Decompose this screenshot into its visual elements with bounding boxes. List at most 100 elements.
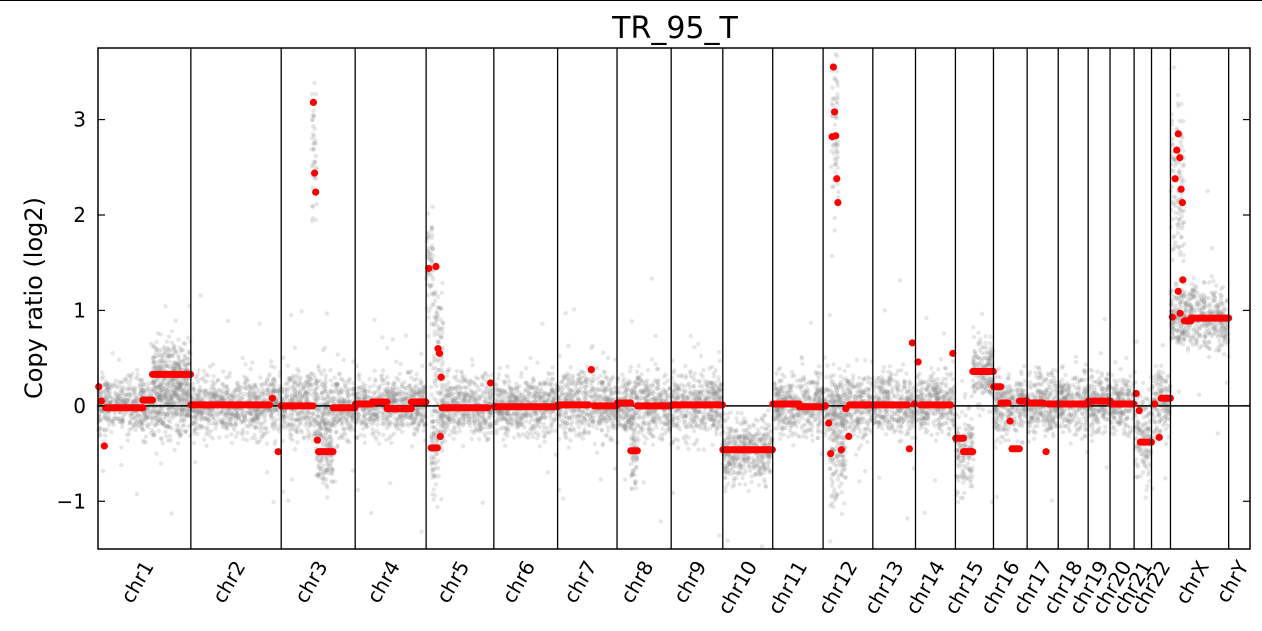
- bin-point: [128, 392, 133, 397]
- bin-point: [167, 359, 172, 364]
- bin-point: [127, 412, 132, 418]
- bin-point: [168, 383, 173, 388]
- bin-point: [430, 204, 435, 209]
- bin-point: [173, 360, 178, 365]
- bin-point: [292, 447, 298, 452]
- bin-point: [231, 394, 236, 400]
- bin-point: [176, 412, 181, 417]
- bin-point: [502, 381, 507, 386]
- bin-point: [271, 387, 276, 392]
- bin-point: [160, 408, 165, 414]
- bin-point: [472, 411, 477, 416]
- bin-point: [450, 387, 455, 392]
- bin-point: [430, 226, 435, 231]
- bin-point: [506, 412, 511, 417]
- bin-point: [309, 163, 315, 169]
- bin-point: [264, 409, 270, 414]
- bin-point: [293, 375, 298, 380]
- bin-point: [340, 416, 345, 421]
- bin-point: [531, 375, 536, 381]
- bin-point: [248, 408, 254, 414]
- bin-point: [256, 395, 261, 400]
- bin-point: [220, 381, 225, 386]
- bin-point: [193, 460, 198, 465]
- bin-point: [157, 416, 163, 421]
- bin-point: [528, 395, 533, 400]
- bin-point: [163, 391, 168, 396]
- bin-point: [99, 376, 105, 381]
- bin-point: [166, 346, 171, 351]
- bin-point: [156, 397, 162, 403]
- bin-point: [300, 396, 306, 402]
- bin-point: [140, 377, 145, 382]
- bin-point: [103, 433, 108, 438]
- bin-point: [453, 430, 459, 435]
- bin-point: [180, 411, 185, 417]
- bin-point: [126, 431, 132, 437]
- bin-point: [131, 400, 137, 405]
- bin-point: [186, 411, 191, 417]
- bin-point: [442, 438, 447, 444]
- bin-point: [390, 337, 395, 342]
- bin-point: [133, 420, 139, 425]
- bin-point: [345, 421, 350, 427]
- bin-point: [289, 416, 295, 421]
- bin-point: [264, 425, 269, 431]
- bin-point: [428, 362, 434, 367]
- bin-point: [118, 389, 124, 394]
- bin-point: [542, 439, 547, 444]
- bin-point: [172, 400, 177, 405]
- bin-point: [155, 384, 161, 389]
- bin-point: [439, 335, 444, 340]
- bin-point: [272, 408, 278, 413]
- bin-point: [290, 427, 296, 432]
- bin-point: [130, 399, 136, 404]
- bin-point: [133, 415, 138, 420]
- bin-point: [172, 393, 177, 399]
- bin-point: [191, 440, 197, 446]
- bin-point: [169, 395, 175, 401]
- bin-point: [264, 441, 270, 446]
- bin-point: [485, 374, 491, 379]
- bin-point: [160, 441, 165, 446]
- bin-point: [107, 382, 113, 388]
- bin-point: [271, 499, 276, 505]
- bin-point: [141, 440, 146, 445]
- bin-point: [497, 413, 503, 418]
- bin-point: [412, 432, 417, 437]
- bin-point: [172, 447, 177, 453]
- bin-point: [163, 395, 169, 400]
- bin-point: [178, 349, 183, 354]
- bin-point: [166, 408, 171, 413]
- bin-point: [110, 396, 115, 401]
- bin-point: [452, 426, 457, 431]
- bin-point: [289, 477, 295, 482]
- bin-point: [417, 391, 422, 396]
- bin-point: [380, 335, 385, 340]
- bin-point: [139, 426, 145, 431]
- bin-point: [180, 392, 186, 398]
- bin-point: [110, 419, 115, 424]
- bin-point: [131, 424, 136, 429]
- bin-point: [163, 304, 168, 309]
- bin-point: [127, 392, 133, 397]
- bin-point: [125, 392, 131, 397]
- bin-point: [185, 335, 191, 341]
- bin-point: [398, 361, 403, 366]
- bin-point: [150, 360, 156, 365]
- bin-point: [477, 437, 482, 442]
- bin-point: [330, 480, 335, 485]
- bin-point: [320, 347, 326, 353]
- bin-point: [212, 420, 218, 425]
- bin-point: [160, 421, 165, 426]
- bin-point: [328, 378, 333, 383]
- bin-point: [204, 443, 209, 448]
- bin-point: [101, 415, 106, 420]
- bin-point: [399, 389, 404, 395]
- bin-point: [465, 392, 471, 397]
- bin-point: [104, 381, 110, 386]
- bin-point: [430, 413, 435, 418]
- bin-point: [299, 309, 304, 314]
- bin-point: [322, 471, 328, 476]
- bin-point: [600, 417, 605, 422]
